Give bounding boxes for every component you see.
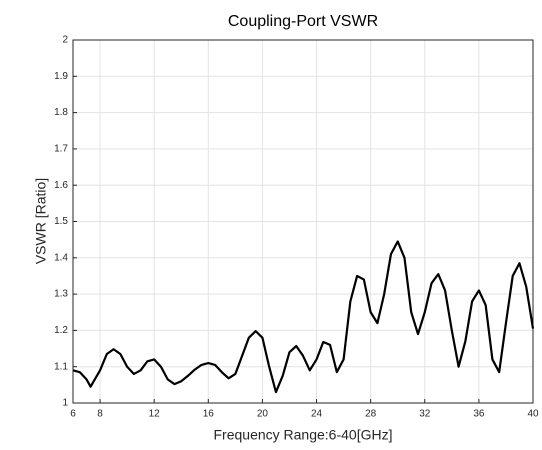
data-line	[72, 240, 535, 394]
y-tick-label: 1.2	[54, 325, 68, 336]
x-tick-label: 16	[203, 409, 215, 420]
x-tick-label: 8	[97, 409, 103, 420]
x-tick-label: 20	[257, 409, 269, 420]
y-tick-label: 1.6	[54, 180, 68, 191]
x-tick-label: 12	[149, 409, 161, 420]
y-tick-label: 1.3	[54, 289, 68, 300]
x-tick-label: 32	[419, 409, 431, 420]
x-tick-label: 24	[311, 409, 323, 420]
y-tick-label: 1.5	[54, 216, 68, 227]
y-axis-label: VSWR [Ratio]	[33, 178, 49, 264]
y-tick-label: 1.9	[54, 71, 68, 82]
x-tick-label: 36	[473, 409, 485, 420]
x-tick-label: 28	[365, 409, 377, 420]
y-tick-label: 1.7	[54, 144, 68, 155]
axes-box	[72, 39, 534, 404]
x-tick-label: 40	[527, 409, 539, 420]
y-tick-label: 1.1	[54, 361, 68, 372]
x-axis-label: Frequency Range:6-40[GHz]	[214, 427, 393, 443]
x-tick-label: 6	[70, 409, 76, 420]
chart-title: Coupling-Port VSWR	[228, 13, 378, 30]
y-tick-label: 1	[62, 398, 68, 409]
y-tick-label: 1.8	[54, 107, 68, 118]
y-tick-label: 1.4	[54, 252, 68, 263]
y-tick-label: 2	[62, 35, 68, 46]
